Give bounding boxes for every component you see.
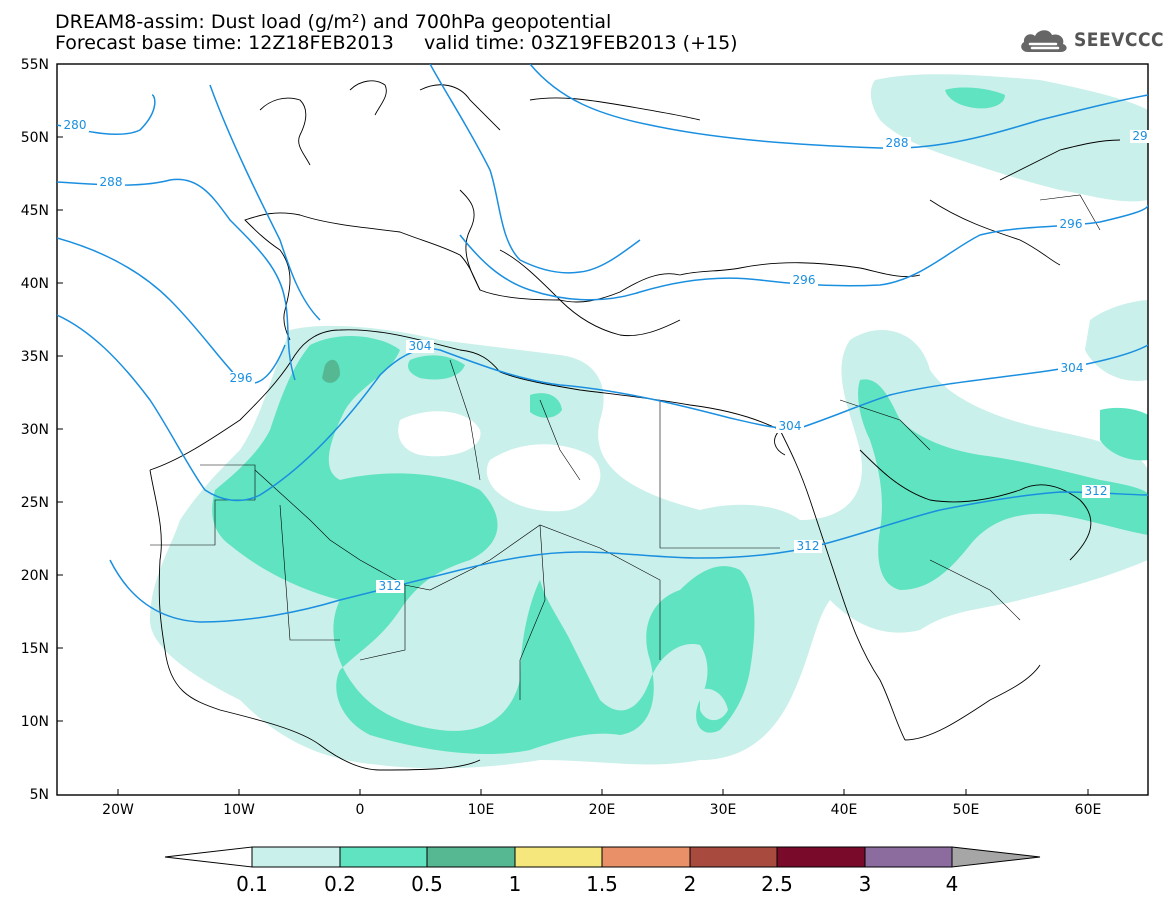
- coastlines: [149, 80, 1121, 771]
- contour-label: 312: [379, 579, 402, 593]
- colorbar-label: 2.5: [761, 872, 793, 896]
- dust-zone-light-2: [870, 74, 1148, 202]
- cloud-icon: [1021, 30, 1067, 52]
- contour-288b: [429, 64, 641, 274]
- dust-zone-medium-3: [530, 393, 562, 418]
- contour-label: 304: [779, 419, 802, 433]
- axis-ticks: [57, 63, 1089, 795]
- colorbar-label: 0.1: [236, 872, 268, 896]
- map-subtitle: Forecast base time: 12Z18FEB2013 valid t…: [55, 32, 738, 54]
- map-title: DREAM8-assim: Dust load (g/m²) and 700hP…: [55, 11, 612, 33]
- contour-label: 280: [64, 118, 87, 132]
- colorbar-left-arrow: [164, 846, 253, 868]
- dust-zone-light-3: [1085, 300, 1148, 381]
- lon-label: 10E: [468, 802, 495, 818]
- lat-label: 25N: [21, 495, 49, 511]
- contour-label-bg: [61, 119, 89, 132]
- contour-label-bg: [376, 580, 404, 593]
- dust-field: [150, 74, 1148, 769]
- colorbar-label: 0.2: [324, 872, 356, 896]
- colorbar-label: 3: [859, 872, 872, 896]
- contour-label: 29: [1132, 129, 1147, 143]
- axis-labels: 55N 50N 45N 40N 35N 30N 25N 20N 15N 10N …: [21, 57, 1102, 818]
- lon-label: 30E: [710, 802, 737, 818]
- colorbar-swatch: [776, 846, 866, 868]
- colorbar-label: 0.5: [411, 872, 443, 896]
- lon-label: 50E: [953, 802, 980, 818]
- lon-label: 20W: [102, 802, 134, 818]
- contour-label-bg: [227, 372, 255, 385]
- contour-296b: [209, 84, 321, 321]
- dust-zone-dark-1: [322, 359, 340, 383]
- colorbar: 0.1 0.2 0.5 1 1.5 2 2.5 3 4: [164, 846, 1041, 896]
- contour-label-bg: [1058, 362, 1086, 375]
- contour-label: 312: [1085, 484, 1108, 498]
- lat-label: 35N: [21, 349, 49, 365]
- lat-label: 10N: [21, 714, 49, 730]
- colorbar-swatch: [514, 846, 603, 868]
- colorbar-swatch: [864, 846, 953, 868]
- lat-label: 55N: [21, 57, 49, 73]
- contour-label: 312: [797, 539, 820, 553]
- contour-label-bg: [794, 540, 822, 553]
- dust-zone-medium-6: [1100, 407, 1148, 461]
- lat-label: 20N: [21, 568, 49, 584]
- contour-label: 296: [230, 371, 253, 385]
- lon-label: 40E: [831, 802, 858, 818]
- logo-text: SEEVCCC: [1074, 29, 1165, 51]
- contour-label-bg: [1082, 485, 1110, 498]
- contour-label: 288: [886, 136, 909, 150]
- contour-296a: [57, 237, 286, 385]
- colorbar-label: 2: [684, 872, 697, 896]
- lat-label: 5N: [30, 787, 49, 803]
- contour-312a: [109, 491, 1148, 623]
- contour-label: 288: [100, 175, 123, 189]
- contour-label-bg: [1130, 130, 1150, 143]
- lon-label: 60E: [1075, 802, 1102, 818]
- dust-zone-medium-1: [212, 335, 755, 755]
- contour-labels: 280 288 288 29 296 296 296 304 304 304 312 312 312: [61, 118, 1150, 593]
- contour-288c: [529, 64, 1148, 149]
- contour-label: 296: [793, 273, 816, 287]
- contour-label: 304: [409, 339, 432, 353]
- contour-label: 296: [1060, 217, 1083, 231]
- contour-label-bg: [776, 420, 804, 433]
- contour-304a: [57, 314, 1148, 502]
- colorbar-swatch: [251, 846, 341, 868]
- colorbar-swatch: [339, 846, 428, 868]
- colorbar-swatch: [689, 846, 778, 868]
- lat-label: 15N: [21, 641, 49, 657]
- dust-zone-medium-5: [945, 87, 1005, 109]
- colorbar-label: 1.5: [586, 872, 618, 896]
- contour-label-bg: [883, 137, 911, 150]
- contour-label-bg: [97, 176, 125, 189]
- lon-label: 10W: [223, 802, 255, 818]
- colorbar-swatch: [601, 846, 691, 868]
- colorbar-swatch: [426, 846, 516, 868]
- lat-label: 40N: [21, 276, 49, 292]
- lat-label: 30N: [21, 422, 49, 438]
- contour-label-bg: [790, 274, 818, 287]
- seevccc-logo: SEEVCCC: [1018, 26, 1164, 54]
- contour-label-bg: [1057, 218, 1085, 231]
- lat-label: 50N: [21, 130, 49, 146]
- contour-288a: [57, 178, 296, 381]
- lon-label: 20E: [589, 802, 616, 818]
- dust-zone-medium-4: [858, 379, 1148, 590]
- colorbar-right-arrow: [951, 846, 1041, 868]
- contour-label: 304: [1061, 361, 1084, 375]
- contour-label-bg: [406, 340, 434, 353]
- lat-label: 45N: [21, 203, 49, 219]
- lon-label: 0: [356, 802, 365, 818]
- colorbar-label: 1: [509, 872, 522, 896]
- colorbar-label: 4: [946, 872, 959, 896]
